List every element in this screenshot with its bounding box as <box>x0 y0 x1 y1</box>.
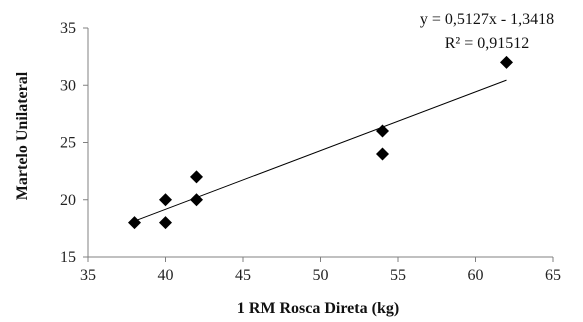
x-tick-label: 35 <box>80 267 96 284</box>
y-tick-label: 30 <box>60 77 76 94</box>
data-point <box>500 55 513 69</box>
y-tick-label: 25 <box>60 135 76 152</box>
y-tick-label: 35 <box>60 20 76 37</box>
x-axis-title: 1 RM Rosca Direta (kg) <box>237 300 399 317</box>
data-point <box>128 216 141 230</box>
y-tick-label: 20 <box>60 192 76 209</box>
y-tick-label: 15 <box>60 249 76 266</box>
axes <box>87 28 553 258</box>
data-point <box>159 216 172 230</box>
x-tick-label: 45 <box>235 267 251 284</box>
data-point <box>190 193 203 207</box>
x-axis-ticks: 35 40 45 50 55 60 65 <box>80 257 561 284</box>
x-tick-label: 50 <box>313 267 329 284</box>
data-point <box>376 147 389 161</box>
y-axis-ticks: 15 20 25 30 35 <box>60 20 88 266</box>
x-tick-label: 60 <box>468 267 484 284</box>
x-tick-label: 65 <box>545 267 561 284</box>
data-points <box>128 55 513 230</box>
data-point <box>376 124 389 138</box>
y-axis-title: Martelo Unilateral <box>14 71 31 200</box>
r-squared-label: R² = 0,91512 <box>445 35 530 52</box>
trendline-equation: y = 0,5127x - 1,3418 <box>420 11 554 28</box>
x-tick-label: 55 <box>390 267 406 284</box>
x-tick-label: 40 <box>158 267 174 284</box>
data-point <box>190 170 203 184</box>
data-point <box>159 193 172 207</box>
